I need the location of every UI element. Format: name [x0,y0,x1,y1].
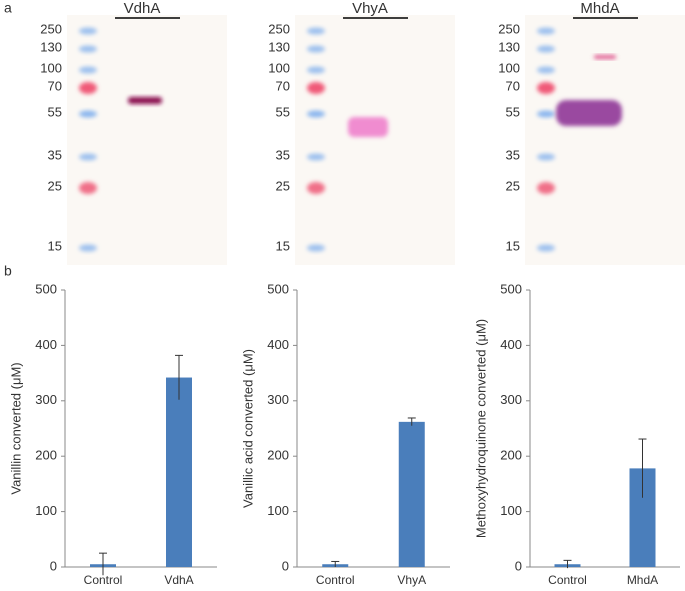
y-tick-label: 0 [50,558,57,573]
ladder-band [307,110,325,118]
y-tick-label: 0 [282,558,289,573]
bar [166,377,192,567]
marker-label: 100 [268,60,290,75]
ladder-band [537,182,555,194]
y-tick-label: 500 [267,281,289,296]
ladder-band [537,27,555,35]
gel-background [67,15,227,265]
y-tick-label: 300 [267,392,289,407]
gel-background [295,15,455,265]
marker-label: 55 [48,104,62,119]
y-tick-label: 300 [35,392,57,407]
x-tick-label: MhdA [627,573,658,587]
x-tick-label: Control [316,573,355,587]
y-axis-label: Methoxyhydroquinone converted (μM) [473,319,488,538]
protein-band [556,100,622,126]
ladder-band [79,27,97,35]
ladder-band [537,45,555,53]
ladder-band [537,66,555,74]
y-tick-label: 400 [500,337,522,352]
ladder-band [79,182,97,194]
gel-title: MhdA [580,0,619,17]
y-tick-label: 200 [500,448,522,463]
ladder-band [79,45,97,53]
y-tick-label: 100 [500,503,522,518]
ladder-band [307,182,325,194]
x-tick-label: Control [548,573,587,587]
ladder-band [79,153,97,161]
ladder-band [537,110,555,118]
y-tick-label: 200 [35,448,57,463]
y-tick-label: 500 [500,281,522,296]
marker-label: 25 [276,178,290,193]
ladder-band [307,45,325,53]
panel-label: b [4,263,12,279]
y-axis-label: Vanillic acid converted (μM) [240,349,255,508]
marker-label: 70 [48,78,62,93]
protein-band [594,55,616,59]
ladder-band [307,244,325,252]
gel-title: VhyA [352,0,388,17]
x-tick-label: VhyA [397,573,426,587]
ladder-band [537,244,555,252]
x-tick-label: VdhA [164,573,193,587]
marker-label: 25 [506,178,520,193]
ladder-band [537,82,555,94]
marker-label: 35 [48,147,62,162]
marker-label: 55 [506,104,520,119]
y-tick-label: 400 [267,337,289,352]
y-tick-label: 200 [267,448,289,463]
ladder-band [307,82,325,94]
y-tick-label: 100 [267,503,289,518]
marker-label: 15 [506,238,520,253]
ladder-band [537,153,555,161]
marker-label: 70 [506,78,520,93]
y-tick-label: 400 [35,337,57,352]
y-axis-label: Vanillin converted (μM) [8,362,23,494]
ladder-band [307,66,325,74]
ladder-band [79,82,97,94]
ladder-band [307,27,325,35]
marker-label: 250 [268,21,290,36]
marker-label: 25 [48,178,62,193]
y-tick-label: 300 [500,392,522,407]
panel-label: a [4,0,12,16]
marker-label: 35 [276,147,290,162]
marker-label: 130 [498,39,520,54]
ladder-band [79,66,97,74]
ladder-band [79,110,97,118]
marker-label: 100 [40,60,62,75]
x-tick-label: Control [84,573,123,587]
protein-band [348,117,388,137]
gel-title: VdhA [124,0,161,17]
marker-label: 70 [276,78,290,93]
marker-label: 35 [506,147,520,162]
y-tick-label: 0 [515,558,522,573]
marker-label: 100 [498,60,520,75]
y-tick-label: 100 [35,503,57,518]
marker-label: 55 [276,104,290,119]
protein-band [128,97,162,104]
marker-label: 15 [276,238,290,253]
marker-label: 250 [40,21,62,36]
ladder-band [307,153,325,161]
y-tick-label: 500 [35,281,57,296]
marker-label: 15 [48,238,62,253]
gel-background [525,15,685,265]
marker-label: 130 [40,39,62,54]
marker-label: 130 [268,39,290,54]
marker-label: 250 [498,21,520,36]
ladder-band [79,244,97,252]
bar [398,421,425,567]
